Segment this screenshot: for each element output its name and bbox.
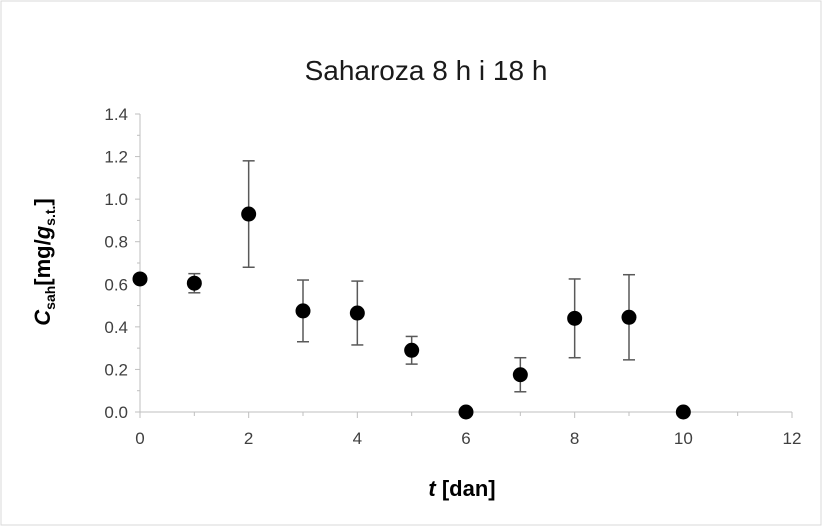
x-axis-title: t [dan] — [428, 476, 495, 501]
data-point — [621, 309, 637, 325]
y-tick-label: 1.0 — [104, 190, 128, 209]
data-point — [512, 367, 528, 383]
x-tick-label: 6 — [461, 429, 470, 448]
data-point — [458, 404, 474, 420]
data-point — [186, 275, 202, 291]
y-axis-title-variable2: g — [30, 225, 55, 240]
y-tick-label: 1.2 — [104, 148, 128, 167]
y-axis-title-end: ] — [30, 198, 55, 205]
data-point — [132, 271, 148, 287]
x-tick-label: 2 — [244, 429, 253, 448]
x-tick-label: 4 — [353, 429, 362, 448]
chart-title: Saharoza 8 h i 18 h — [305, 55, 548, 86]
y-tick-label: 1.4 — [104, 105, 128, 124]
y-axis-title: Csah[mg/gs.t.] — [30, 198, 58, 325]
x-tick-label: 0 — [135, 429, 144, 448]
y-axis-title-variable: C — [30, 309, 55, 326]
y-axis-title-sub1: sah — [42, 286, 58, 310]
y-tick-label: 0.6 — [104, 275, 128, 294]
data-point — [241, 206, 257, 222]
y-axis-title-sub2: s.t. — [42, 206, 58, 226]
x-axis-title-variable: t — [428, 476, 437, 501]
data-point — [349, 305, 365, 321]
data-point — [567, 310, 583, 326]
data-point — [675, 404, 691, 420]
data-point — [295, 303, 311, 319]
x-tick-label: 8 — [570, 429, 579, 448]
data-point — [404, 342, 420, 358]
y-tick-label: 0.2 — [104, 360, 128, 379]
x-axis-title-unit: [dan] — [436, 476, 496, 501]
data-points — [132, 206, 691, 420]
y-tick-label: 0.8 — [104, 233, 128, 252]
y-axis: 0.0 0.2 0.4 0.6 0.8 1.0 1.2 1.4 — [104, 105, 141, 422]
y-tick-label: 0.0 — [104, 403, 128, 422]
x-tick-label: 12 — [783, 429, 802, 448]
x-tick-label: 10 — [674, 429, 693, 448]
y-axis-title-mid: [mg/ — [30, 239, 55, 285]
y-tick-label: 0.4 — [104, 318, 128, 337]
